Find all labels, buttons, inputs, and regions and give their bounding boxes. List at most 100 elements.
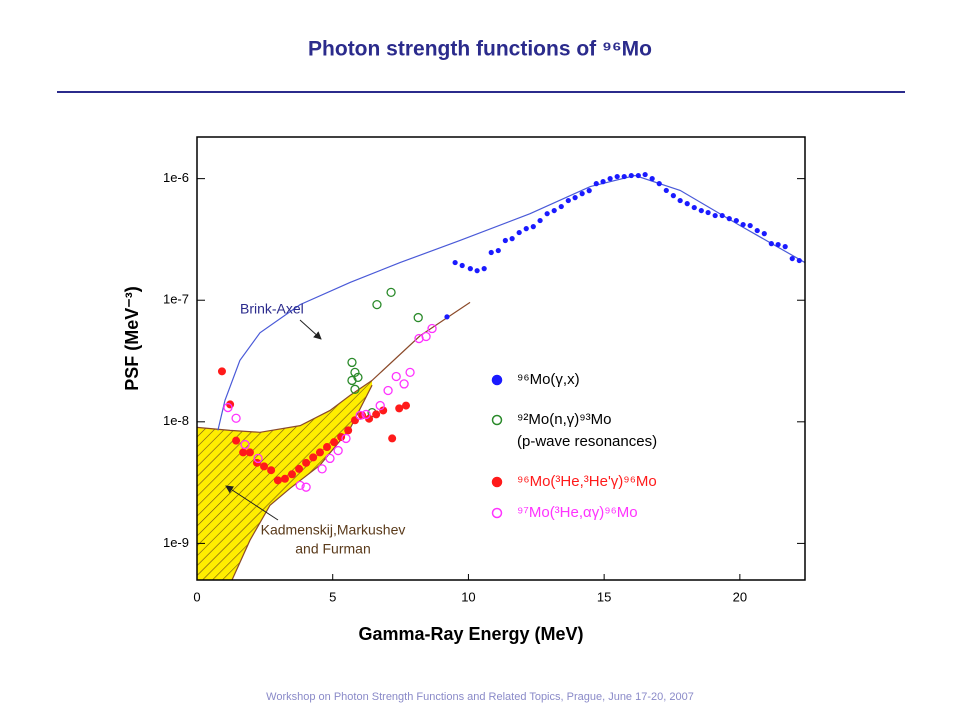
data-point	[444, 314, 450, 320]
data-point	[452, 259, 458, 266]
data-point	[691, 204, 697, 211]
legend-label: ⁹⁶Mo(γ,x)	[517, 371, 580, 388]
y-tick-label: 1e-8	[163, 413, 189, 428]
x-tick-label: 15	[597, 589, 611, 604]
data-point	[635, 172, 641, 179]
data-point	[361, 409, 371, 420]
data-point	[572, 195, 578, 201]
y-axis-label: PSF (MeV⁻³)	[122, 286, 142, 391]
data-point	[628, 172, 634, 179]
data-point	[288, 470, 296, 479]
data-point	[309, 453, 318, 462]
data-point	[670, 193, 676, 199]
data-point	[761, 231, 767, 237]
data-point	[302, 458, 311, 467]
legend-marker	[491, 414, 503, 426]
data-point	[301, 482, 311, 492]
data-point	[488, 249, 494, 256]
data-point	[231, 413, 241, 423]
data-point	[467, 266, 473, 272]
data-point	[656, 181, 662, 187]
band-arrow	[225, 485, 279, 521]
data-point	[789, 255, 795, 262]
data-point	[383, 385, 393, 396]
data-point	[544, 211, 550, 217]
data-point	[649, 176, 655, 182]
data-point	[375, 400, 385, 411]
data-point	[372, 299, 382, 310]
data-point	[330, 438, 339, 447]
band-label: Kadmenskij,Markushev	[261, 522, 406, 538]
data-point	[726, 216, 732, 222]
data-point	[712, 212, 718, 219]
data-point	[565, 197, 571, 204]
data-point	[350, 384, 360, 394]
slide-title: Photon strength functions of ⁹⁶Mo	[308, 38, 652, 61]
footer: Workshop on Photon Strength Functions an…	[266, 691, 694, 703]
data-point	[530, 224, 536, 230]
data-point	[217, 367, 226, 376]
x-tick-label: 0	[193, 589, 200, 604]
plot-frame	[196, 136, 806, 581]
x-tick-label: 5	[329, 589, 336, 604]
legend-marker	[491, 507, 503, 519]
data-point	[386, 287, 396, 298]
data-point	[315, 448, 324, 457]
data-point	[323, 443, 332, 452]
data-point	[372, 410, 381, 419]
data-point	[325, 453, 335, 464]
data-point	[495, 247, 501, 254]
curve-label: Brink-Axel	[240, 301, 304, 317]
data-point	[337, 433, 346, 442]
data-point	[239, 448, 248, 457]
data-point	[586, 188, 592, 194]
data-point	[402, 401, 410, 410]
data-point	[481, 266, 487, 272]
band-upper	[197, 301, 471, 433]
data-point	[747, 222, 753, 229]
legend-note: (p-wave resonances)	[517, 433, 657, 450]
data-point	[509, 236, 515, 242]
data-point	[537, 217, 543, 224]
data-point	[365, 414, 374, 423]
data-point	[768, 241, 774, 247]
legend-label: ⁹⁶Mo(³He,³He'γ)⁹⁶Mo	[517, 473, 657, 490]
data-point	[260, 462, 269, 471]
x-tick-label: 20	[733, 589, 747, 604]
data-point	[267, 466, 276, 475]
data-point	[551, 207, 557, 214]
data-point	[280, 474, 289, 483]
data-point	[347, 357, 357, 368]
data-point	[350, 416, 359, 425]
brink-axel-curve	[217, 174, 805, 431]
data-point	[350, 367, 360, 378]
data-point	[353, 372, 363, 383]
data-point	[740, 221, 746, 228]
data-point	[355, 410, 365, 421]
data-point	[614, 173, 620, 180]
data-point	[782, 244, 788, 250]
data-point	[245, 448, 254, 457]
data-point	[413, 312, 423, 323]
data-point	[502, 237, 508, 244]
legend-label: ⁹⁷Mo(³He,αγ)⁹⁶Mo	[517, 504, 638, 521]
x-tick-label: 10	[461, 589, 475, 604]
data-point	[391, 371, 401, 382]
data-point	[395, 404, 404, 413]
data-point	[223, 402, 233, 413]
data-point	[474, 268, 480, 274]
legend-label: ⁹²Mo(n,γ)⁹³Mo	[517, 411, 612, 428]
data-point	[405, 367, 415, 378]
data-point	[719, 212, 725, 219]
data-point	[642, 171, 648, 178]
data-point	[558, 203, 564, 210]
legend-marker	[491, 476, 503, 488]
data-point	[295, 464, 304, 473]
data-point	[388, 434, 397, 443]
data-point	[399, 379, 409, 389]
data-point	[273, 476, 282, 485]
y-tick-label: 1e-7	[163, 292, 189, 307]
data-point	[733, 217, 739, 224]
data-point	[705, 209, 711, 216]
